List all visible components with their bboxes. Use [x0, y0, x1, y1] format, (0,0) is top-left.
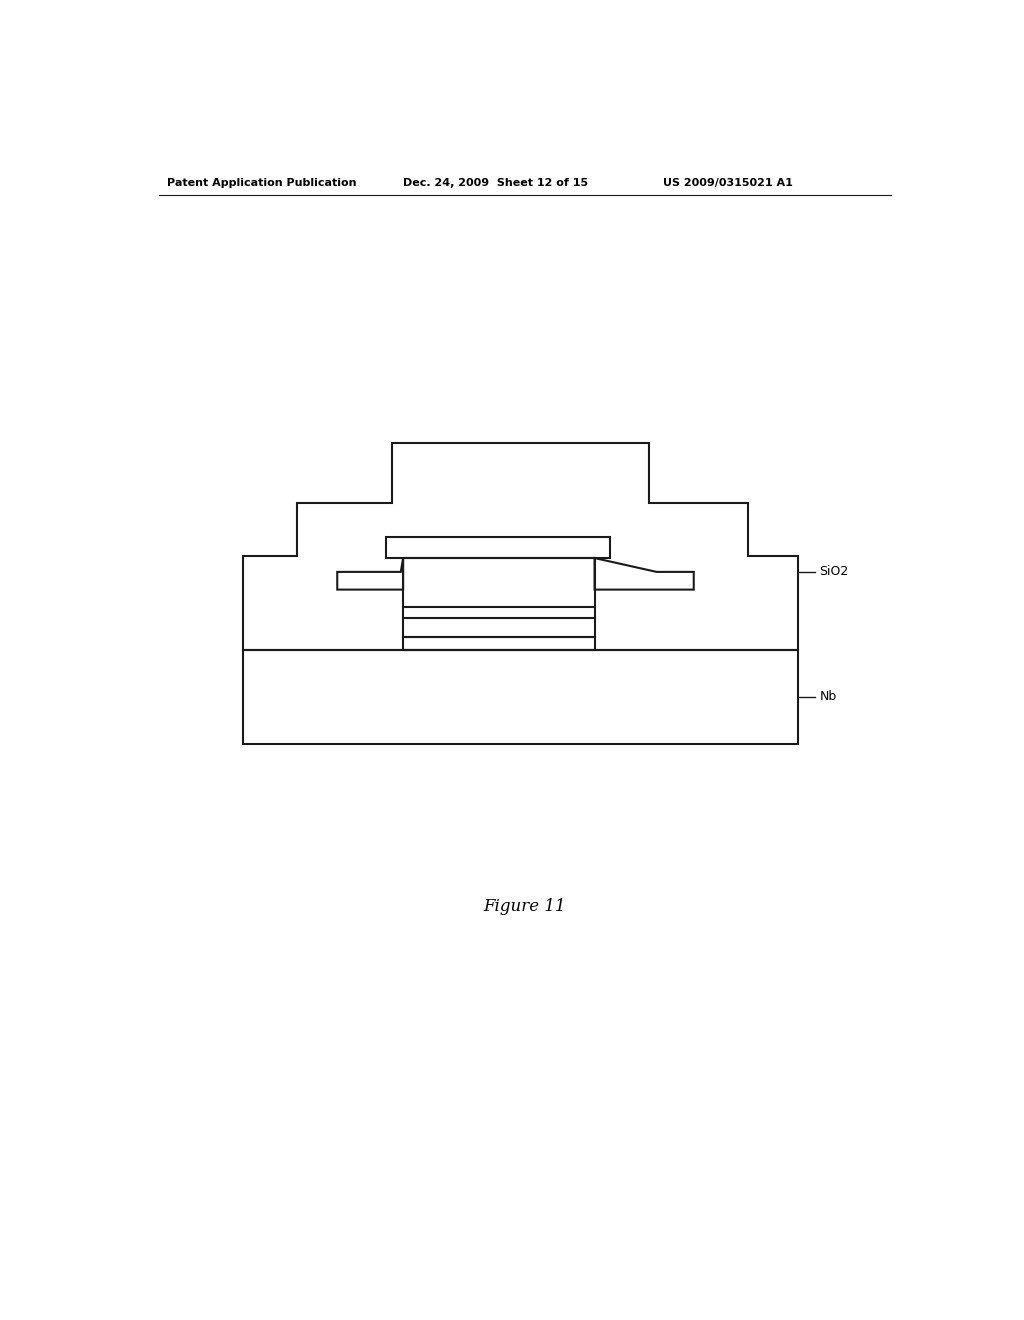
Text: Figure 11: Figure 11: [483, 898, 566, 915]
Bar: [403, 558, 595, 636]
Bar: [386, 537, 610, 558]
Text: SiO2: SiO2: [819, 565, 849, 578]
Text: Nb: Nb: [819, 690, 837, 704]
Text: US 2009/0315021 A1: US 2009/0315021 A1: [663, 178, 793, 187]
Bar: [243, 649, 799, 743]
Text: Patent Application Publication: Patent Application Publication: [167, 178, 356, 187]
Bar: [403, 636, 595, 649]
Text: Dec. 24, 2009  Sheet 12 of 15: Dec. 24, 2009 Sheet 12 of 15: [403, 178, 588, 187]
